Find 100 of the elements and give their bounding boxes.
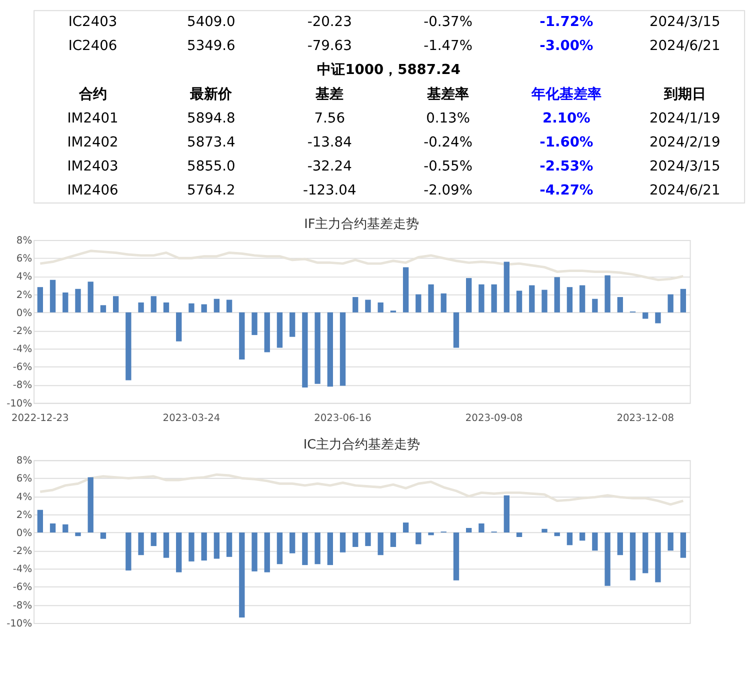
bar: [264, 312, 270, 352]
bar: [314, 312, 320, 384]
bar: [642, 532, 648, 574]
bar: [62, 524, 68, 532]
bar: [176, 532, 182, 572]
bar: [440, 293, 446, 312]
x-tick-label: 2022-12-23: [12, 413, 69, 424]
y-tick-label: -2%: [12, 546, 32, 558]
text: -79.63: [307, 38, 352, 54]
bar: [554, 532, 560, 536]
y-tick-label: 4%: [16, 272, 32, 283]
bar: [516, 290, 522, 312]
bar: [604, 275, 610, 312]
bar: [126, 312, 132, 380]
bar: [428, 284, 434, 312]
bar: [579, 285, 586, 312]
text: 2024/2/19: [649, 134, 720, 150]
text: -4.27%: [540, 182, 594, 198]
bar: [239, 532, 245, 618]
text: 5855.0: [187, 158, 236, 174]
bar: [529, 285, 535, 312]
bar: [126, 532, 132, 570]
bar: [504, 495, 510, 532]
bar: [402, 522, 409, 532]
text: 5894.8: [187, 110, 236, 126]
bar: [566, 532, 573, 546]
category-label: 最新价: [189, 85, 234, 102]
text: 2024/6/21: [649, 182, 720, 198]
bar: [302, 312, 308, 388]
category-label: 合约: [78, 86, 107, 102]
text: -13.84: [307, 134, 352, 150]
bar: [75, 288, 81, 312]
chart-title: IC主力合约基差走势: [303, 436, 420, 452]
bar: [252, 532, 258, 572]
text: -0.55%: [424, 158, 472, 174]
bar: [327, 532, 333, 566]
bar: [150, 532, 156, 546]
bar: [655, 532, 661, 582]
text: -1.47%: [424, 38, 472, 54]
bar: [655, 312, 661, 324]
bar: [37, 510, 44, 532]
text: 5349.6: [187, 38, 236, 54]
y-tick-label: 4%: [16, 492, 32, 503]
text: -123.04: [302, 182, 356, 198]
y-tick-label: 6%: [16, 474, 32, 485]
text: 2024/1/19: [649, 110, 720, 126]
text: -1.60%: [540, 134, 594, 150]
bar: [402, 267, 409, 312]
bar: [680, 532, 686, 558]
bar: [340, 532, 346, 552]
bar: [617, 297, 623, 312]
bar: [112, 296, 119, 312]
bar: [176, 312, 182, 342]
bar: [276, 532, 283, 564]
y-tick-label: -6%: [12, 582, 32, 594]
bar: [365, 532, 371, 546]
bar: [428, 532, 434, 536]
bar: [100, 532, 106, 539]
x-tick-label: 2023-09-08: [465, 413, 523, 424]
text: -2.09%: [424, 182, 472, 198]
bar: [50, 523, 56, 532]
bar: [188, 532, 194, 562]
text: 5409.0: [187, 14, 236, 30]
text: -3.00%: [540, 38, 594, 54]
y-tick-label: 0%: [16, 308, 32, 319]
bar: [516, 532, 522, 538]
bar: [579, 532, 586, 541]
bar: [138, 302, 144, 312]
text: 2024/6/21: [649, 38, 720, 54]
text: 0.13%: [426, 110, 470, 126]
bar: [604, 532, 610, 586]
bar: [352, 532, 358, 547]
bar: [378, 532, 384, 556]
text: IC2406: [68, 38, 118, 54]
bar: [668, 294, 674, 312]
bar: [88, 282, 94, 312]
text: -0.24%: [424, 134, 472, 150]
category-label: 基差: [314, 86, 344, 102]
text: -2.53%: [540, 158, 594, 174]
bar: [504, 262, 510, 312]
y-tick-label: -6%: [12, 362, 32, 374]
bar: [680, 288, 686, 312]
y-tick-label: 6%: [16, 254, 32, 265]
bar: [566, 287, 573, 312]
bar: [592, 532, 598, 551]
bar: [188, 303, 194, 312]
bar: [542, 528, 548, 532]
bar: [163, 532, 170, 558]
bar: [314, 532, 320, 564]
bar: [327, 312, 333, 387]
bar: [289, 532, 296, 554]
bar: [453, 532, 460, 580]
bar: [214, 298, 220, 312]
bar: [201, 532, 207, 561]
bar: [378, 302, 384, 312]
x-tick-label: 2023-06-16: [314, 413, 372, 424]
bar: [226, 532, 232, 557]
text: 5764.2: [187, 182, 236, 198]
bar: [150, 296, 156, 312]
x-tick-label: 2023-12-08: [616, 413, 674, 424]
